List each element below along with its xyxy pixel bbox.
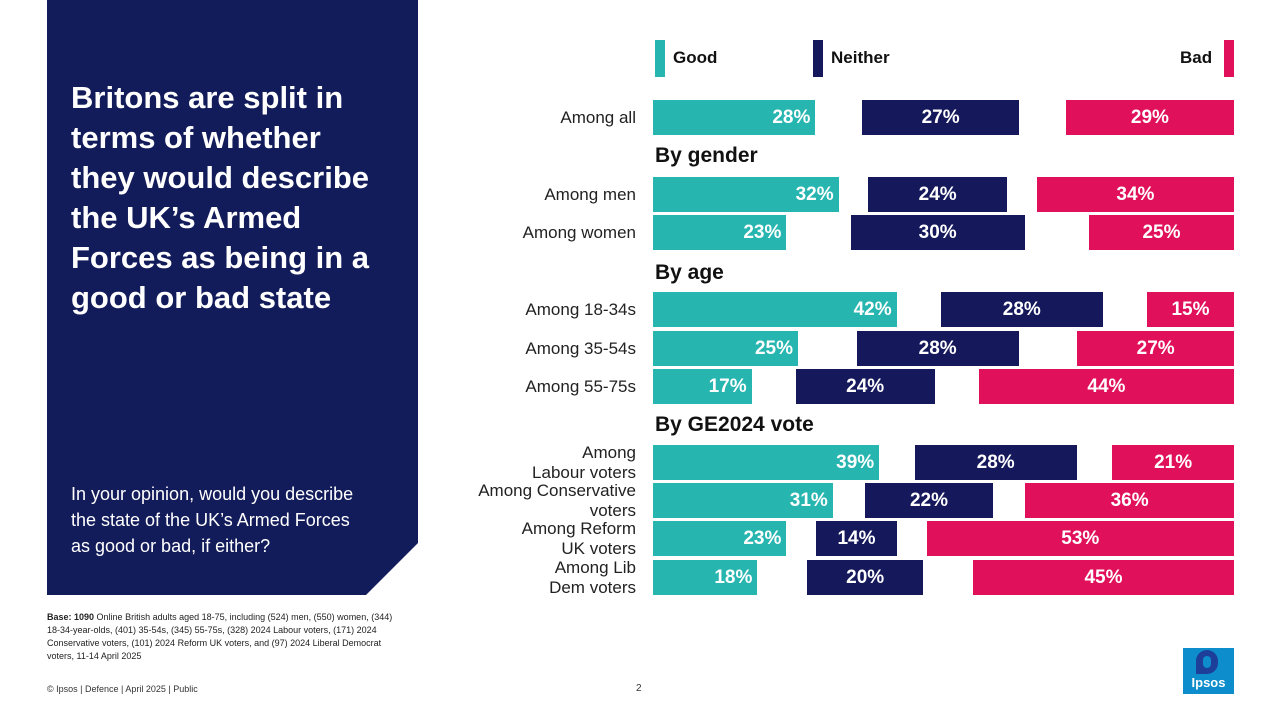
row-label-line: Among Conservative	[478, 480, 636, 500]
legend-swatch-neither	[813, 40, 823, 77]
row-label-line: Dem voters	[549, 577, 636, 597]
section-header-age: By age	[655, 261, 724, 284]
title-panel: Britons are split in terms of whether th…	[47, 0, 418, 595]
bar-neither: 24%	[795, 369, 935, 404]
base-note: Base: 1090 Online British adults aged 18…	[47, 611, 402, 663]
bar-good: 39%	[653, 445, 880, 480]
section-header-ge2024: By GE2024 vote	[655, 413, 814, 436]
base-note-label: Base: 1090	[47, 612, 95, 622]
section-header-gender: By gender	[655, 144, 758, 167]
bar-neither: 30%	[850, 215, 1025, 250]
bar-good: 23%	[653, 215, 787, 250]
bar-neither: 28%	[856, 331, 1019, 366]
bar-bad: 34%	[1036, 177, 1234, 212]
bar-bad: 53%	[926, 521, 1234, 556]
legend-label-bad: Bad	[1180, 48, 1213, 67]
legend-label-good: Good	[673, 48, 718, 67]
row-label: Among women	[440, 223, 636, 243]
row-label: Among Lib Dem voters	[440, 558, 636, 598]
row-label-line: UK voters	[561, 538, 636, 558]
row-label-line: Among Reform	[521, 518, 636, 538]
row-label: Among Labour voters	[440, 443, 636, 483]
bar-good: 31%	[653, 483, 833, 518]
bar-neither: 24%	[868, 177, 1008, 212]
row-label-line: Among 18-34s	[525, 299, 636, 319]
ipsos-logo-mark	[1196, 650, 1218, 674]
bar-good: 25%	[653, 331, 798, 366]
bar-neither: 20%	[807, 560, 924, 595]
row-label-line: Among men	[544, 184, 636, 204]
bar-bad: 29%	[1065, 100, 1234, 135]
ipsos-logo: Ipsos	[1183, 648, 1234, 694]
bar-good: 42%	[653, 292, 897, 327]
bar-good: 32%	[653, 177, 839, 212]
legend-label-neither: Neither	[831, 48, 890, 67]
bar-bad: 21%	[1112, 445, 1234, 480]
bar-bad: 45%	[973, 560, 1234, 595]
survey-question: In your opinion, would you describe the …	[71, 484, 354, 556]
bar-neither: 27%	[862, 100, 1019, 135]
bar-bad: 44%	[978, 369, 1234, 404]
footer: © Ipsos | Defence | April 2025 | Public	[47, 684, 198, 694]
row-label-line: Labour voters	[532, 462, 636, 482]
row-label: Among 35-54s	[440, 339, 636, 359]
bar-good: 23%	[653, 521, 787, 556]
bar-bad: 36%	[1025, 483, 1234, 518]
bar-good: 18%	[653, 560, 758, 595]
bar-good: 28%	[653, 100, 816, 135]
page-number: 2	[636, 683, 642, 694]
row-label: Among Reform UK voters	[440, 519, 636, 559]
bar-bad: 15%	[1147, 292, 1234, 327]
row-label-line: Among women	[522, 222, 636, 242]
row-label-line: Among 35-54s	[525, 338, 636, 358]
row-label-line: Among Lib	[554, 557, 636, 577]
row-label: Among 55-75s	[440, 377, 636, 397]
bar-bad: 25%	[1089, 215, 1234, 250]
row-label: Among men	[440, 185, 636, 205]
row-label: Among 18-34s	[440, 300, 636, 320]
bar-neither: 22%	[865, 483, 993, 518]
row-label-line: Among all	[560, 107, 636, 127]
ipsos-logo-text: Ipsos	[1191, 675, 1226, 690]
bar-neither: 28%	[914, 445, 1077, 480]
page-title: Britons are split in terms of whether th…	[71, 80, 370, 315]
bar-good: 17%	[653, 369, 752, 404]
bar-neither: 14%	[815, 521, 898, 556]
row-label-line: voters	[589, 500, 636, 520]
row-label: Among Conservative voters	[440, 481, 636, 521]
bar-bad: 27%	[1077, 331, 1234, 366]
legend-swatch-good	[655, 40, 665, 77]
legend-swatch-bad	[1224, 40, 1234, 77]
title-panel-background	[47, 0, 418, 595]
row-label-line: Among 55-75s	[525, 376, 636, 396]
row-label-line: Among	[582, 442, 636, 462]
base-note-text: Online British adults aged 18-75, includ…	[47, 612, 393, 661]
bar-neither: 28%	[940, 292, 1103, 327]
row-label: Among all	[440, 108, 636, 128]
